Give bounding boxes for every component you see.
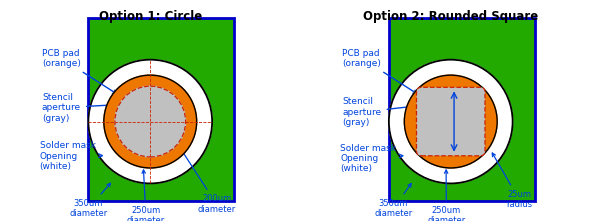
Text: Stencil
aperture
(gray): Stencil aperture (gray) [343, 97, 426, 127]
Circle shape [115, 86, 186, 157]
Text: 250um
diameter: 250um diameter [427, 170, 465, 221]
Text: PCB pad
(orange): PCB pad (orange) [343, 49, 417, 94]
Text: PCB pad
(orange): PCB pad (orange) [42, 49, 117, 94]
Circle shape [404, 75, 497, 168]
Text: 190um: 190um [459, 117, 490, 126]
FancyBboxPatch shape [416, 87, 485, 156]
Text: 350um
diameter: 350um diameter [374, 183, 412, 218]
Text: Solder mask
Opening
(white): Solder mask Opening (white) [40, 141, 102, 171]
Text: 200um
diameter: 200um diameter [179, 146, 236, 214]
Text: Solder mask
Opening
(white): Solder mask Opening (white) [340, 144, 403, 173]
FancyBboxPatch shape [389, 18, 535, 201]
Text: 250um
diameter: 250um diameter [127, 170, 165, 221]
Text: Option 2: Rounded Square: Option 2: Rounded Square [363, 10, 538, 23]
Circle shape [88, 60, 212, 183]
Text: 350um
diameter: 350um diameter [69, 183, 111, 218]
Circle shape [389, 60, 513, 183]
Text: Stencil
aperture
(gray): Stencil aperture (gray) [42, 93, 128, 123]
FancyBboxPatch shape [88, 18, 234, 201]
Circle shape [104, 75, 197, 168]
Text: Option 1: Circle: Option 1: Circle [99, 10, 202, 23]
Text: 25um
radius: 25um radius [492, 153, 532, 210]
